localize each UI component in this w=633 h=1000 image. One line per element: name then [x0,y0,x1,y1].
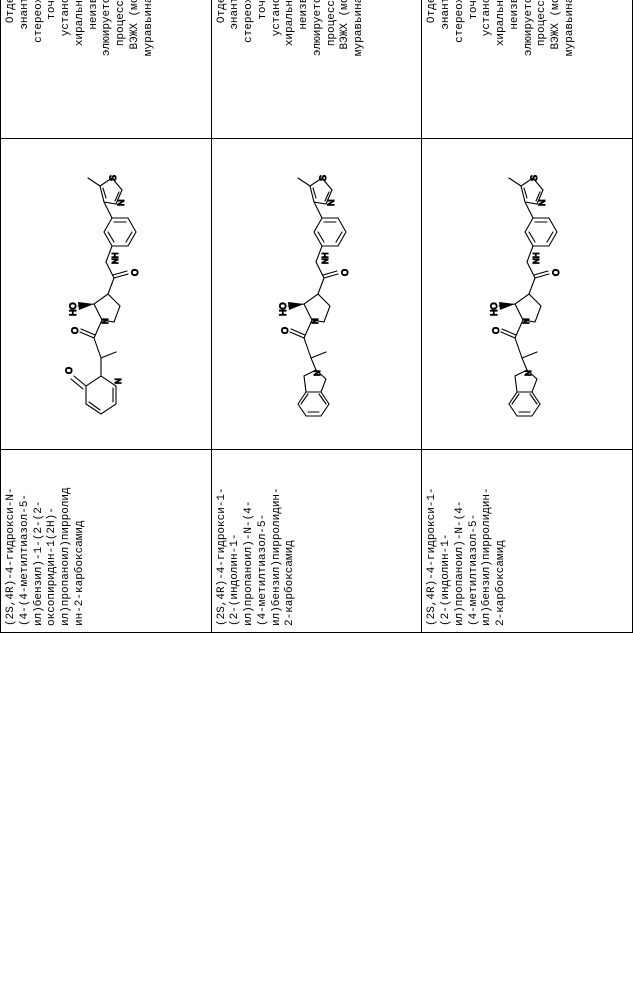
svg-text:S: S [108,175,118,181]
compound-name: (2S,4R)-4-гидрокси-1- (2-(индолин-1- ил)… [426,456,509,626]
svg-text:NH: NH [532,252,541,264]
svg-text:HO: HO [278,303,288,317]
structure-cell: NONHOONHSN [422,138,633,450]
svg-text:HO: HO [489,303,499,317]
svg-text:S: S [318,175,328,181]
svg-text:N: N [313,370,322,376]
description: Отдельный энантиомер, стереохимия при то… [426,0,577,132]
svg-text:HO: HO [68,303,78,317]
svg-text:O: O [280,327,290,334]
compound-name: (2S,4R)-4-гидрокси-N- (4-(4-метилтиазол-… [5,456,88,626]
svg-text:N: N [524,370,533,376]
svg-text:N: N [326,200,336,207]
table-row: (2S,4R)-4-гидрокси-1- (2-(индолин-1- ил)… [422,0,633,633]
svg-text:O: O [491,327,501,334]
svg-text:O: O [64,367,74,374]
svg-text:NH: NH [321,252,330,264]
svg-text:O: O [130,269,140,276]
compound-table: (2S,4R)-4-гидрокси-N- (4-(4-метилтиазол-… [0,0,633,633]
svg-text:O: O [70,327,80,334]
svg-text:O: O [551,269,561,276]
compound-name: (2S,4R)-4-гидрокси-1- (2-(индолин-1- ил)… [216,456,299,626]
svg-text:N: N [537,200,547,207]
description: Отдельный энантиомер, стереохимия при то… [5,0,156,132]
svg-text:O: O [340,269,350,276]
table-row: (2S,4R)-4-гидрокси-N- (4-(4-метилтиазол-… [1,0,212,633]
description: Отдельный энантиомер, стереохимия при то… [216,0,367,132]
svg-text:N: N [114,378,123,384]
structure-cell: ONONHOONHSN [1,138,212,450]
svg-text:NH: NH [111,252,120,264]
svg-text:S: S [529,175,539,181]
svg-text:N: N [116,200,126,207]
structure-cell: NONHOONHSN [211,138,422,450]
table-row: (2S,4R)-4-гидрокси-1- (2-(индолин-1- ил)… [211,0,422,633]
